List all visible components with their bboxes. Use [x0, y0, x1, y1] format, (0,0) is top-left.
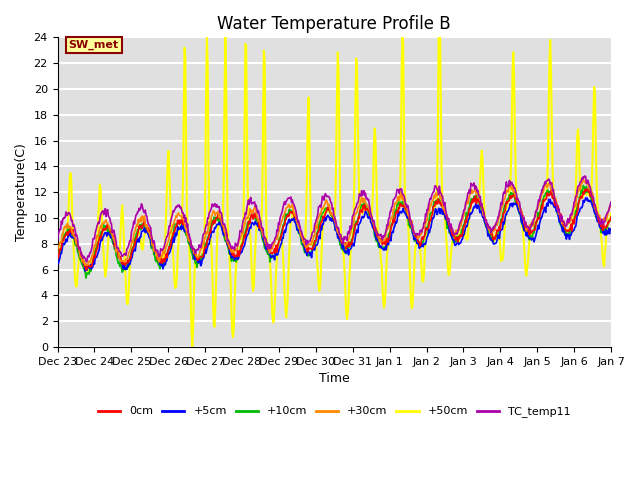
0cm	[207, 229, 214, 235]
+10cm	[64, 226, 72, 232]
+50cm	[207, 245, 215, 251]
Text: SW_met: SW_met	[68, 40, 119, 50]
+50cm	[403, 213, 411, 219]
+5cm	[207, 234, 214, 240]
+50cm	[203, 35, 211, 40]
+5cm	[54, 261, 61, 266]
+5cm	[403, 212, 410, 217]
0cm	[82, 267, 90, 273]
+50cm	[607, 212, 615, 217]
X-axis label: Time: Time	[319, 372, 349, 385]
0cm	[607, 214, 615, 220]
Line: +10cm: +10cm	[58, 185, 611, 278]
TC_temp11	[54, 239, 61, 244]
+10cm	[122, 267, 129, 273]
+30cm	[122, 258, 129, 264]
0cm	[178, 217, 186, 223]
Line: 0cm: 0cm	[58, 189, 611, 270]
+5cm	[64, 236, 72, 242]
Line: +5cm: +5cm	[58, 198, 611, 271]
0cm	[64, 232, 72, 238]
+50cm	[64, 224, 72, 229]
TC_temp11	[419, 226, 426, 232]
Line: +30cm: +30cm	[58, 179, 611, 265]
0cm	[54, 256, 61, 262]
TC_temp11	[178, 206, 186, 212]
+50cm	[121, 254, 129, 260]
+5cm	[419, 243, 426, 249]
+5cm	[607, 226, 615, 232]
0cm	[583, 186, 591, 192]
Title: Water Temperature Profile B: Water Temperature Profile B	[218, 15, 451, 33]
0cm	[122, 263, 129, 268]
+30cm	[54, 248, 61, 253]
+10cm	[54, 258, 61, 264]
+10cm	[82, 275, 90, 281]
+50cm	[177, 222, 184, 228]
TC_temp11	[122, 252, 129, 257]
0cm	[419, 234, 426, 240]
+5cm	[122, 266, 129, 272]
Line: +50cm: +50cm	[58, 37, 611, 347]
TC_temp11	[581, 173, 589, 179]
+10cm	[178, 220, 186, 226]
+30cm	[64, 220, 72, 226]
+5cm	[81, 268, 89, 274]
0cm	[403, 205, 410, 211]
Line: TC_temp11: TC_temp11	[58, 176, 611, 262]
+30cm	[207, 218, 214, 224]
TC_temp11	[64, 212, 72, 218]
+10cm	[419, 240, 426, 245]
TC_temp11	[207, 207, 214, 213]
+5cm	[582, 195, 589, 201]
+50cm	[188, 344, 196, 350]
+30cm	[607, 202, 615, 207]
+10cm	[607, 215, 615, 221]
+50cm	[54, 254, 61, 260]
Y-axis label: Temperature(C): Temperature(C)	[15, 143, 28, 241]
+30cm	[178, 213, 186, 219]
Legend: 0cm, +5cm, +10cm, +30cm, +50cm, TC_temp11: 0cm, +5cm, +10cm, +30cm, +50cm, TC_temp1…	[93, 402, 575, 422]
TC_temp11	[83, 259, 91, 264]
+5cm	[178, 227, 186, 232]
+10cm	[403, 210, 410, 216]
+50cm	[419, 278, 427, 284]
+10cm	[579, 182, 587, 188]
+10cm	[207, 223, 214, 229]
+30cm	[403, 205, 410, 211]
TC_temp11	[403, 201, 410, 207]
+30cm	[81, 263, 89, 268]
TC_temp11	[607, 199, 615, 205]
+30cm	[419, 226, 426, 231]
+30cm	[579, 176, 587, 182]
